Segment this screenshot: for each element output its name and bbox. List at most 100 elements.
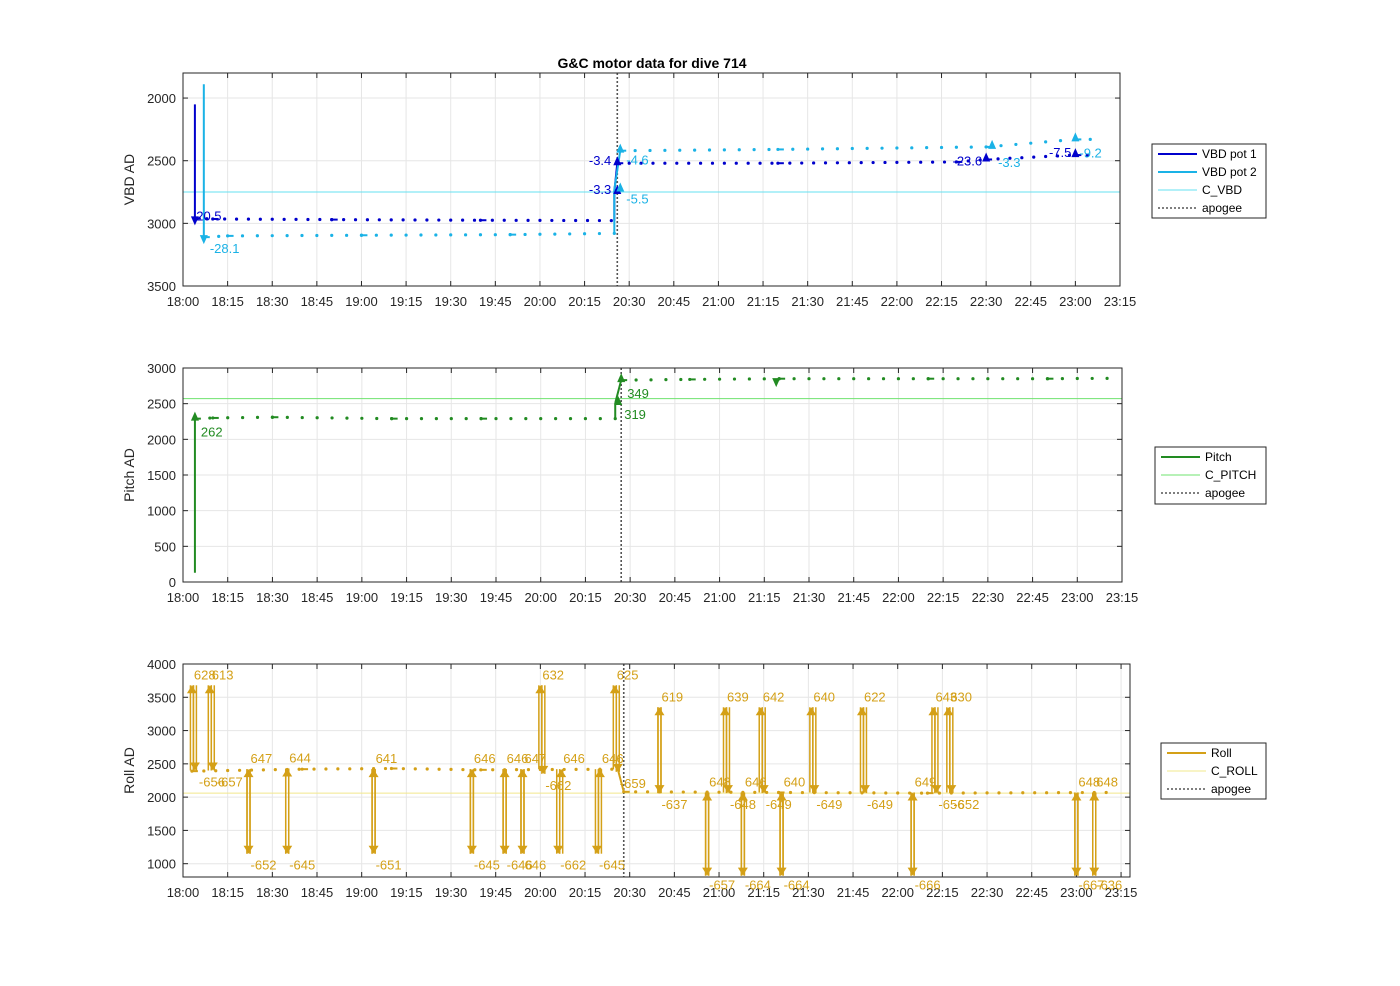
series-point xyxy=(330,416,334,420)
y-tick-label: 4000 xyxy=(147,657,176,672)
roll-move-label: -656 xyxy=(938,797,964,812)
series-point xyxy=(997,791,1001,795)
x-tick-label: 21:45 xyxy=(837,885,870,900)
series-point xyxy=(419,233,423,237)
series-point xyxy=(404,417,409,421)
series-point xyxy=(437,767,441,771)
series-point xyxy=(336,767,340,771)
legend-label: VBD pot 1 xyxy=(1202,147,1257,161)
series-point xyxy=(223,217,227,221)
series-point xyxy=(895,160,899,164)
roll-move-arrowhead xyxy=(499,769,510,778)
series-point xyxy=(1085,153,1089,157)
series-point xyxy=(375,416,379,421)
series-point xyxy=(598,417,602,421)
series-point xyxy=(554,417,558,421)
legend-label: C_ROLL xyxy=(1211,764,1258,778)
series-point xyxy=(837,377,841,381)
series-point xyxy=(966,159,970,163)
x-tick-label: 18:45 xyxy=(301,294,334,309)
roll-move-label: -645 xyxy=(474,858,500,873)
x-tick-label: 19:30 xyxy=(435,590,468,605)
series-point xyxy=(1067,153,1072,157)
roll-move-label: 641 xyxy=(376,751,398,766)
series-point xyxy=(526,768,531,772)
x-tick-label: 19:15 xyxy=(390,294,423,309)
series-point xyxy=(241,415,245,420)
series-point xyxy=(1021,791,1025,795)
y-tick-label: 1000 xyxy=(147,504,176,519)
x-tick-label: 22:30 xyxy=(972,590,1005,605)
x-tick-label: 18:00 xyxy=(167,590,200,605)
roll-move-label: 613 xyxy=(212,667,234,682)
series-point xyxy=(437,218,441,222)
series-point xyxy=(383,766,388,771)
roll-move-arrowhead xyxy=(243,769,254,778)
roll-move-arrowhead xyxy=(186,685,197,694)
roll-move-arrowhead xyxy=(737,792,748,801)
series-point xyxy=(859,161,863,165)
axes-box xyxy=(182,367,1123,583)
y-tick-label: 2500 xyxy=(147,757,176,772)
marker-label: -3.3 xyxy=(589,182,611,197)
legend-label: Pitch xyxy=(1205,450,1232,464)
axes-box xyxy=(182,663,1131,878)
series-point xyxy=(848,791,852,795)
x-tick-label: 22:45 xyxy=(1015,885,1048,900)
roll-move-arrowhead xyxy=(943,707,954,716)
series-point xyxy=(693,790,697,794)
series-point xyxy=(582,232,587,236)
x-tick-label: 20:30 xyxy=(613,885,646,900)
roll-move-arrowhead xyxy=(856,707,867,716)
roll-move-label: 646 xyxy=(507,751,529,766)
x-tick-label: 18:45 xyxy=(301,885,334,900)
y-tick-label: 2000 xyxy=(147,432,176,447)
series-point xyxy=(722,161,726,165)
series-point xyxy=(315,416,319,420)
x-tick-label: 21:45 xyxy=(836,294,869,309)
series-point xyxy=(820,147,825,151)
x-tick-label: 21:00 xyxy=(703,590,736,605)
motor-move-marker xyxy=(1071,148,1080,158)
roll-move-label: 625 xyxy=(617,667,639,682)
series-point xyxy=(852,377,856,381)
y-tick-label: 2500 xyxy=(147,154,176,169)
series-point xyxy=(698,161,703,165)
marker-label: -23.6 xyxy=(953,153,983,168)
x-tick-label: 22:30 xyxy=(971,885,1004,900)
roll-move-label: 632 xyxy=(542,667,564,682)
x-tick-label: 20:00 xyxy=(524,294,557,309)
series-point xyxy=(669,790,673,794)
series-point xyxy=(538,232,542,236)
series-point xyxy=(526,218,530,222)
x-tick-label: 19:00 xyxy=(346,590,379,605)
series-point xyxy=(202,769,206,773)
roll-move-label: -666 xyxy=(915,878,941,893)
y-tick-label: 2500 xyxy=(147,397,176,412)
series-point xyxy=(896,791,900,795)
roll-move-arrowhead xyxy=(928,707,939,716)
series-point xyxy=(255,415,260,419)
series-point xyxy=(871,160,875,165)
x-tick-label: 18:45 xyxy=(301,590,334,605)
x-tick-label: 21:15 xyxy=(748,590,781,605)
series-point xyxy=(353,218,358,222)
series-point xyxy=(389,218,393,222)
series-point xyxy=(954,145,958,149)
series-point xyxy=(1044,140,1048,144)
x-tick-label: 21:00 xyxy=(703,885,736,900)
roll-move-arrowhead xyxy=(1089,867,1100,876)
legend-label: apogee xyxy=(1202,201,1242,215)
series-point xyxy=(306,217,310,222)
x-tick-label: 23:00 xyxy=(1060,885,1093,900)
series-point xyxy=(255,234,259,238)
series-point xyxy=(478,233,483,237)
series-point xyxy=(413,218,417,222)
x-tick-label: 19:30 xyxy=(434,294,467,309)
series-point xyxy=(1044,154,1048,159)
series-point xyxy=(633,148,637,153)
series-point xyxy=(788,790,793,795)
series-point xyxy=(985,791,989,795)
series-point xyxy=(493,233,497,237)
y-tick-label: 0 xyxy=(169,575,176,590)
